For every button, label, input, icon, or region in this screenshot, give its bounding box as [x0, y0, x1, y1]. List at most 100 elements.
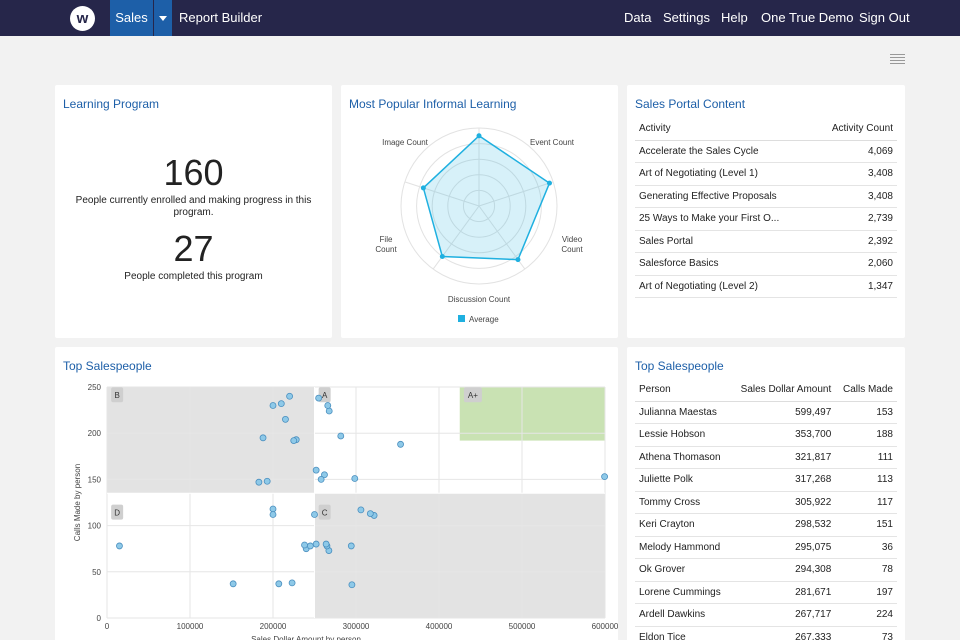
radar-point [420, 185, 426, 191]
scatter-point [282, 415, 289, 423]
table-cell-value: 2,392 [813, 230, 897, 253]
scatter-point [269, 511, 277, 518]
data-link[interactable]: Data [624, 10, 652, 25]
table-row[interactable]: Athena Thomason 321,817 111 [635, 446, 897, 469]
table-row[interactable]: Julianna Maestas 599,497 153 [635, 401, 897, 424]
column-header-activity[interactable]: Activity [635, 118, 814, 141]
legend-swatch [458, 315, 465, 322]
column-header-person[interactable]: Person [635, 379, 731, 402]
table-cell-value: 3,408 [813, 162, 897, 186]
table-cell-label: Lessie Hobson [635, 423, 731, 447]
column-header-sales-amount[interactable]: Sales Dollar Amount [730, 379, 836, 402]
table-row[interactable]: Juliette Polk 317,268 113 [635, 468, 897, 492]
table-row[interactable]: Generating Effective Proposals 3,408 [635, 185, 897, 208]
quadrant-label: A+ [468, 391, 478, 400]
table-cell-label: Generating Effective Proposals [635, 185, 814, 208]
table-cell-value: 267,717 [730, 603, 836, 627]
account-link[interactable]: One True Demo [761, 10, 854, 25]
y-tick-label: 50 [92, 568, 101, 577]
scatter-point [357, 506, 365, 514]
table-cell-label: Lorene Cummings [635, 581, 731, 604]
app-logo[interactable]: w [70, 6, 95, 31]
top-salespeople-scatter-card: Top Salespeople B A A+ D C 0 100000 200000 30000… [55, 347, 618, 640]
table-cell-value: 73 [835, 626, 897, 640]
quadrant-label-box [111, 504, 124, 520]
card-title: Top Salespeople [635, 359, 724, 373]
table-row[interactable]: Melody Hammond 295,075 36 [635, 536, 897, 559]
radar-axis-line [478, 181, 554, 207]
table-row[interactable]: Lorene Cummings 281,671 197 [635, 581, 897, 604]
table-row[interactable]: Art of Negotiating (Level 1) 3,408 [635, 162, 897, 186]
card-title: Most Popular Informal Learning [349, 97, 517, 111]
scatter-point [315, 394, 323, 402]
scatter-point [259, 434, 267, 442]
scatter-point [312, 466, 320, 474]
table-cell-value: 305,922 [730, 491, 836, 514]
table-cell-value: 281,671 [730, 581, 836, 604]
completed-caption: People completed this program [124, 271, 263, 282]
column-header-calls-made[interactable]: Calls Made [835, 379, 897, 402]
sales-menu-button[interactable]: Sales [110, 0, 153, 36]
table-cell-label: Art of Negotiating (Level 1) [635, 162, 814, 186]
table-row[interactable]: Tommy Cross 305,922 117 [635, 491, 897, 514]
x-tick-label: 500000 [509, 622, 536, 631]
scatter-point [229, 580, 237, 588]
table-row[interactable]: Lessie Hobson 353,700 188 [635, 423, 897, 447]
scatter-point [366, 510, 374, 517]
y-tick-label: 150 [88, 475, 102, 484]
table-cell-label: 25 Ways to Make your First O... [635, 207, 814, 231]
scatter-point [348, 581, 356, 589]
y-tick-label: 250 [88, 383, 102, 392]
scatter-point [325, 407, 333, 415]
scatter-point [312, 540, 320, 548]
x-tick-label: 100000 [177, 622, 204, 631]
table-cell-label: Accelerate the Sales Cycle [635, 140, 814, 163]
table-row[interactable]: Salesforce Basics 2,060 [635, 252, 897, 276]
learning-program-card: Learning Program 160 People currently en… [55, 85, 332, 338]
enrolled-count: 160 [163, 152, 224, 193]
quadrant-label: C [322, 509, 328, 518]
table-menu-icon[interactable] [890, 54, 905, 66]
table-row[interactable]: Ardell Dawkins 267,717 224 [635, 603, 897, 627]
table-cell-value: 321,817 [730, 446, 836, 469]
scatter-point [347, 542, 355, 550]
table-cell-label: Ardell Dawkins [635, 603, 731, 627]
table-cell-value: 1,347 [813, 275, 897, 298]
portal-content-table: Activity Activity Count Accelerate the S… [635, 118, 897, 298]
table-row[interactable]: Accelerate the Sales Cycle 4,069 [635, 140, 897, 163]
radar-axis-line [404, 181, 480, 207]
table-row[interactable]: Art of Negotiating (Level 2) 1,347 [635, 275, 897, 298]
report-builder-link[interactable]: Report Builder [179, 10, 263, 25]
x-axis-label: Sales Dollar Amount by person [251, 635, 361, 640]
quadrant-c [314, 493, 605, 618]
x-tick-label: 400000 [426, 622, 453, 631]
sales-portal-content-card: Sales Portal Content Activity Activity C… [627, 85, 905, 338]
table-row[interactable]: Keri Crayton 298,532 151 [635, 513, 897, 537]
table-row[interactable]: 25 Ways to Make your First O... 2,739 [635, 207, 897, 231]
help-link[interactable]: Help [721, 10, 748, 25]
table-cell-value: 4,069 [813, 140, 897, 163]
chevron-down-icon[interactable] [154, 0, 172, 36]
table-cell-label: Julianna Maestas [635, 401, 731, 424]
column-header-activity-count[interactable]: Activity Count [813, 118, 897, 141]
table-row[interactable]: Eldon Tice 267,333 73 [635, 626, 897, 640]
sign-out-link[interactable]: Sign Out [859, 10, 910, 25]
radar-chart: Image Count Event Count Video Count Discussi… [375, 127, 583, 324]
quadrant-label: A [322, 391, 328, 400]
settings-link[interactable]: Settings [663, 10, 710, 25]
y-tick-label: 0 [97, 614, 102, 623]
radar-axis-label: Event Count [530, 138, 575, 147]
table-row[interactable]: Sales Portal 2,392 [635, 230, 897, 253]
scatter-point [351, 475, 359, 482]
table-cell-value: 3,408 [813, 185, 897, 208]
table-cell-label: Art of Negotiating (Level 2) [635, 275, 814, 298]
radar-point [546, 180, 552, 186]
scatter-point [397, 440, 404, 448]
table-row[interactable]: Ok Grover 294,308 78 [635, 558, 897, 582]
card-title: Learning Program [63, 97, 160, 111]
completed-count: 27 [173, 228, 214, 269]
table-cell-label: Tommy Cross [635, 491, 731, 514]
scatter-point [321, 471, 328, 479]
informal-learning-card: Most Popular Informal Learning Image Cou… [341, 85, 618, 338]
x-tick-label: 200000 [260, 622, 287, 631]
